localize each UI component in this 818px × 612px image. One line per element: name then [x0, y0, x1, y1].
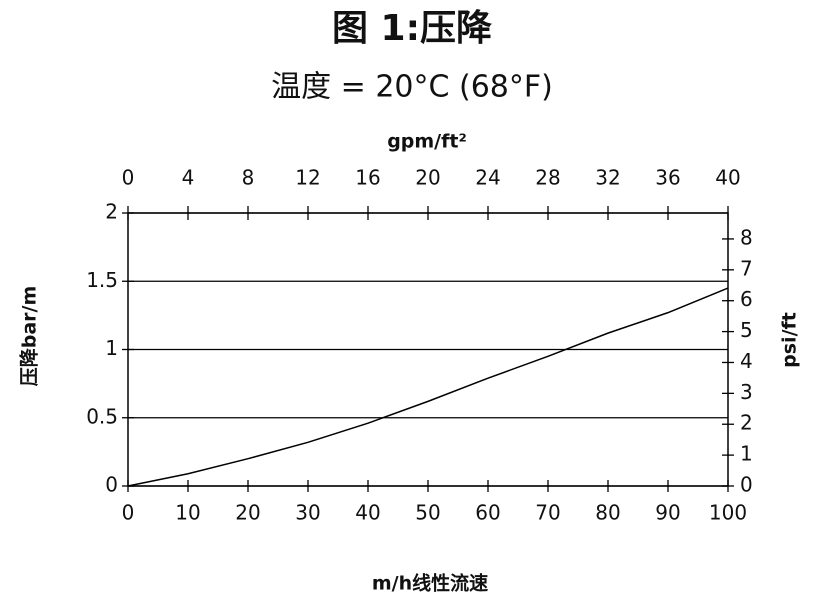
y-tick-label: 2 — [105, 200, 118, 224]
x-tick-label: 70 — [535, 501, 560, 525]
x-tick-label: 40 — [355, 501, 380, 525]
y2-tick-label: 5 — [740, 318, 753, 342]
y2-tick-label: 0 — [740, 473, 753, 497]
x-tick-label: 60 — [475, 501, 500, 525]
x2-tick-label: 32 — [595, 166, 620, 190]
y2-tick-label: 1 — [740, 442, 753, 466]
chart-subtitle: 温度 = 20°C (68°F) — [271, 70, 553, 105]
y2-tick-label: 8 — [740, 225, 753, 249]
x2-tick-label: 0 — [122, 166, 135, 190]
x2-tick-label: 20 — [415, 166, 440, 190]
x2-axis-label: gpm/ft² — [387, 131, 467, 153]
x-tick-label: 20 — [235, 501, 260, 525]
y-tick-label: 0.5 — [86, 404, 118, 428]
x2-tick-label: 24 — [475, 166, 500, 190]
x-tick-label: 80 — [595, 501, 620, 525]
x2-tick-label: 12 — [295, 166, 320, 190]
x-tick-label: 90 — [655, 501, 680, 525]
chart-title: 图 1:压降 — [332, 8, 492, 49]
y2-tick-label: 7 — [740, 256, 753, 280]
x2-tick-label: 16 — [355, 166, 380, 190]
y-tick-label: 1.5 — [86, 268, 118, 292]
y-tick-label: 0 — [105, 473, 118, 497]
x2-tick-label: 40 — [715, 166, 740, 190]
data-line — [127, 287, 729, 487]
x-tick-label: 30 — [295, 501, 320, 525]
y2-tick-label: 4 — [740, 349, 753, 373]
y2-tick-label: 3 — [740, 380, 753, 404]
x-tick-label: 50 — [415, 501, 440, 525]
x-tick-label: 10 — [175, 501, 200, 525]
x2-tick-label: 8 — [242, 166, 255, 190]
x2-tick-label: 28 — [535, 166, 560, 190]
x-tick-label: 100 — [709, 501, 747, 525]
y-axis-label: 压降bar/m — [18, 286, 41, 387]
x-axis-label: m/h线性流速 — [372, 572, 488, 595]
x2-tick-label: 36 — [655, 166, 680, 190]
y2-tick-label: 6 — [740, 287, 753, 311]
x-tick-label: 0 — [122, 501, 135, 525]
y2-tick-label: 2 — [740, 411, 753, 435]
x2-tick-label: 4 — [182, 166, 195, 190]
y2-axis-label: psi/ft — [779, 312, 801, 368]
y-tick-label: 1 — [105, 336, 118, 360]
